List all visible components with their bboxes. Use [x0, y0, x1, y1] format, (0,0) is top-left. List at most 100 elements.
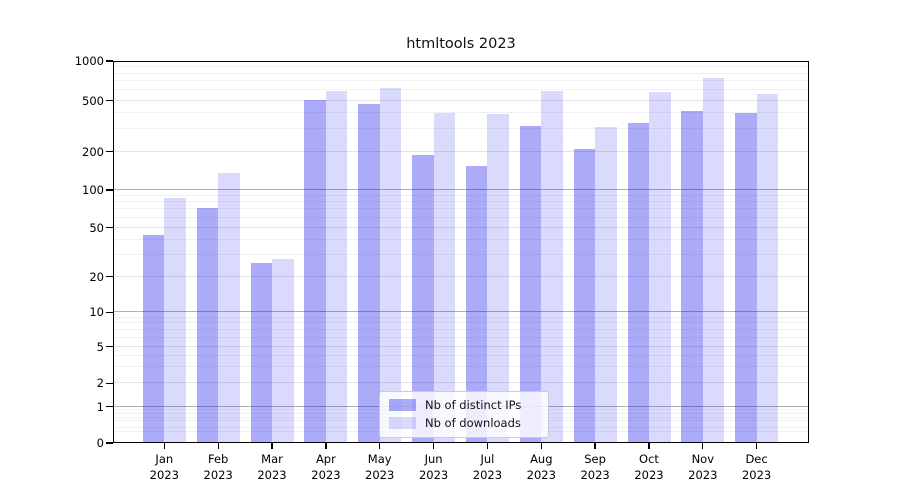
bar-downloads: [541, 91, 563, 443]
y-tick-label: 2: [96, 376, 104, 391]
gridline: [113, 366, 809, 368]
gridline: [113, 254, 809, 255]
x-tick-year: 2023: [688, 467, 718, 482]
x-tick-label: Apr 2023: [294, 452, 358, 483]
bar-distinct-ips: [358, 103, 380, 443]
legend-label-distinct-ips: Nb of distinct IPs: [425, 398, 522, 412]
x-tick-month: Jul: [480, 452, 495, 466]
x-tick-mark: [163, 443, 165, 449]
y-tick-mark: [105, 442, 113, 444]
x-tick-year: 2023: [634, 467, 664, 482]
bar-downloads: [487, 113, 509, 443]
x-tick-mark: [540, 443, 542, 449]
y-tick-label: 10: [89, 305, 104, 320]
gridline: [113, 72, 809, 74]
y-tick-mark: [105, 405, 113, 408]
gridline: [113, 216, 809, 218]
gridline: [113, 201, 809, 203]
x-tick-year: 2023: [365, 467, 395, 482]
x-tick-year: 2023: [203, 467, 233, 482]
x-tick-month: Jan: [155, 452, 174, 466]
x-tick-mark: [594, 443, 596, 449]
x-tick-month: Dec: [745, 452, 768, 466]
x-tick-label: Mar 2023: [240, 452, 304, 483]
y-tick-mark: [105, 276, 113, 278]
gridline: [113, 112, 809, 114]
gridline: [113, 275, 809, 277]
bar-downloads: [325, 90, 348, 443]
x-tick-label: Sep 2023: [563, 452, 627, 483]
gridline: [113, 316, 809, 318]
legend-swatch-distinct-ips: [389, 399, 416, 411]
bar-distinct-ips: [627, 123, 649, 443]
x-tick-month: Sep: [584, 452, 606, 466]
x-tick-label: Nov 2023: [671, 452, 735, 483]
x-tick-mark: [702, 443, 704, 449]
bar-distinct-ips: [304, 100, 326, 443]
x-tick-mark: [271, 443, 273, 449]
gridline: [113, 329, 809, 330]
gridline: [113, 345, 809, 347]
x-tick-year: 2023: [741, 467, 772, 482]
x-tick-year: 2023: [472, 467, 503, 482]
x-tick-mark: [325, 443, 327, 449]
gridline: [113, 150, 809, 152]
x-tick-year: 2023: [149, 467, 179, 482]
legend-label-downloads: Nb of downloads: [425, 416, 521, 430]
bar-distinct-ips: [196, 207, 219, 443]
x-tick-month: Oct: [639, 452, 659, 466]
x-tick-label: Dec 2023: [725, 452, 789, 483]
legend: Nb of distinct IPs Nb of downloads: [379, 391, 549, 438]
gridline: [113, 208, 809, 210]
bar-downloads: [756, 93, 779, 443]
y-tick-label: 5: [96, 339, 104, 354]
y-tick-mark: [105, 311, 113, 313]
bar-distinct-ips: [250, 262, 272, 443]
legend-swatch-downloads: [389, 417, 416, 429]
y-tick-mark: [105, 151, 113, 153]
x-tick-year: 2023: [257, 467, 287, 482]
gridline: [113, 226, 809, 228]
x-tick-mark: [486, 443, 489, 449]
y-tick-mark: [105, 227, 113, 229]
x-tick-month: Aug: [530, 452, 553, 466]
y-tick-mark: [105, 60, 113, 62]
x-tick-label: Oct 2023: [617, 452, 681, 483]
bar-downloads: [379, 88, 402, 443]
x-tick-month: Apr: [315, 452, 336, 466]
bar-downloads: [272, 258, 294, 443]
legend-item-distinct-ips: Nb of distinct IPs: [389, 398, 539, 412]
bar-downloads: [218, 173, 240, 443]
gridline: [113, 354, 809, 356]
x-tick-label: Jan 2023: [132, 452, 196, 483]
bar-downloads: [702, 77, 725, 443]
bar-distinct-ips: [142, 234, 165, 443]
y-tick-label: 20: [89, 269, 104, 284]
x-tick-month: May: [367, 452, 392, 466]
x-tick-month: Nov: [691, 452, 715, 466]
gridline: [113, 89, 809, 91]
gridline: [113, 128, 809, 130]
x-tick-month: Mar: [261, 452, 283, 466]
x-tick-label: May 2023: [348, 452, 412, 483]
gridline: [113, 189, 809, 190]
bar-distinct-ips: [519, 125, 542, 443]
bar-distinct-ips: [465, 165, 488, 443]
y-tick-mark: [105, 346, 113, 348]
bar-downloads: [595, 127, 617, 443]
bar-distinct-ips: [573, 149, 596, 443]
bar-distinct-ips: [412, 154, 434, 443]
x-tick-year: 2023: [580, 467, 610, 482]
x-tick-mark: [432, 443, 435, 449]
gridline: [113, 66, 809, 67]
y-tick-label: 200: [82, 144, 104, 159]
y-tick-label: 100: [82, 183, 104, 197]
y-tick-label: 500: [82, 93, 104, 108]
bar-downloads: [649, 92, 671, 443]
y-tick-label: 1000: [74, 54, 104, 68]
y-tick-label: 50: [89, 220, 104, 235]
y-tick-mark: [105, 189, 113, 191]
gridline: [113, 336, 809, 338]
bar-distinct-ips: [681, 111, 703, 443]
x-tick-year: 2023: [526, 467, 556, 482]
